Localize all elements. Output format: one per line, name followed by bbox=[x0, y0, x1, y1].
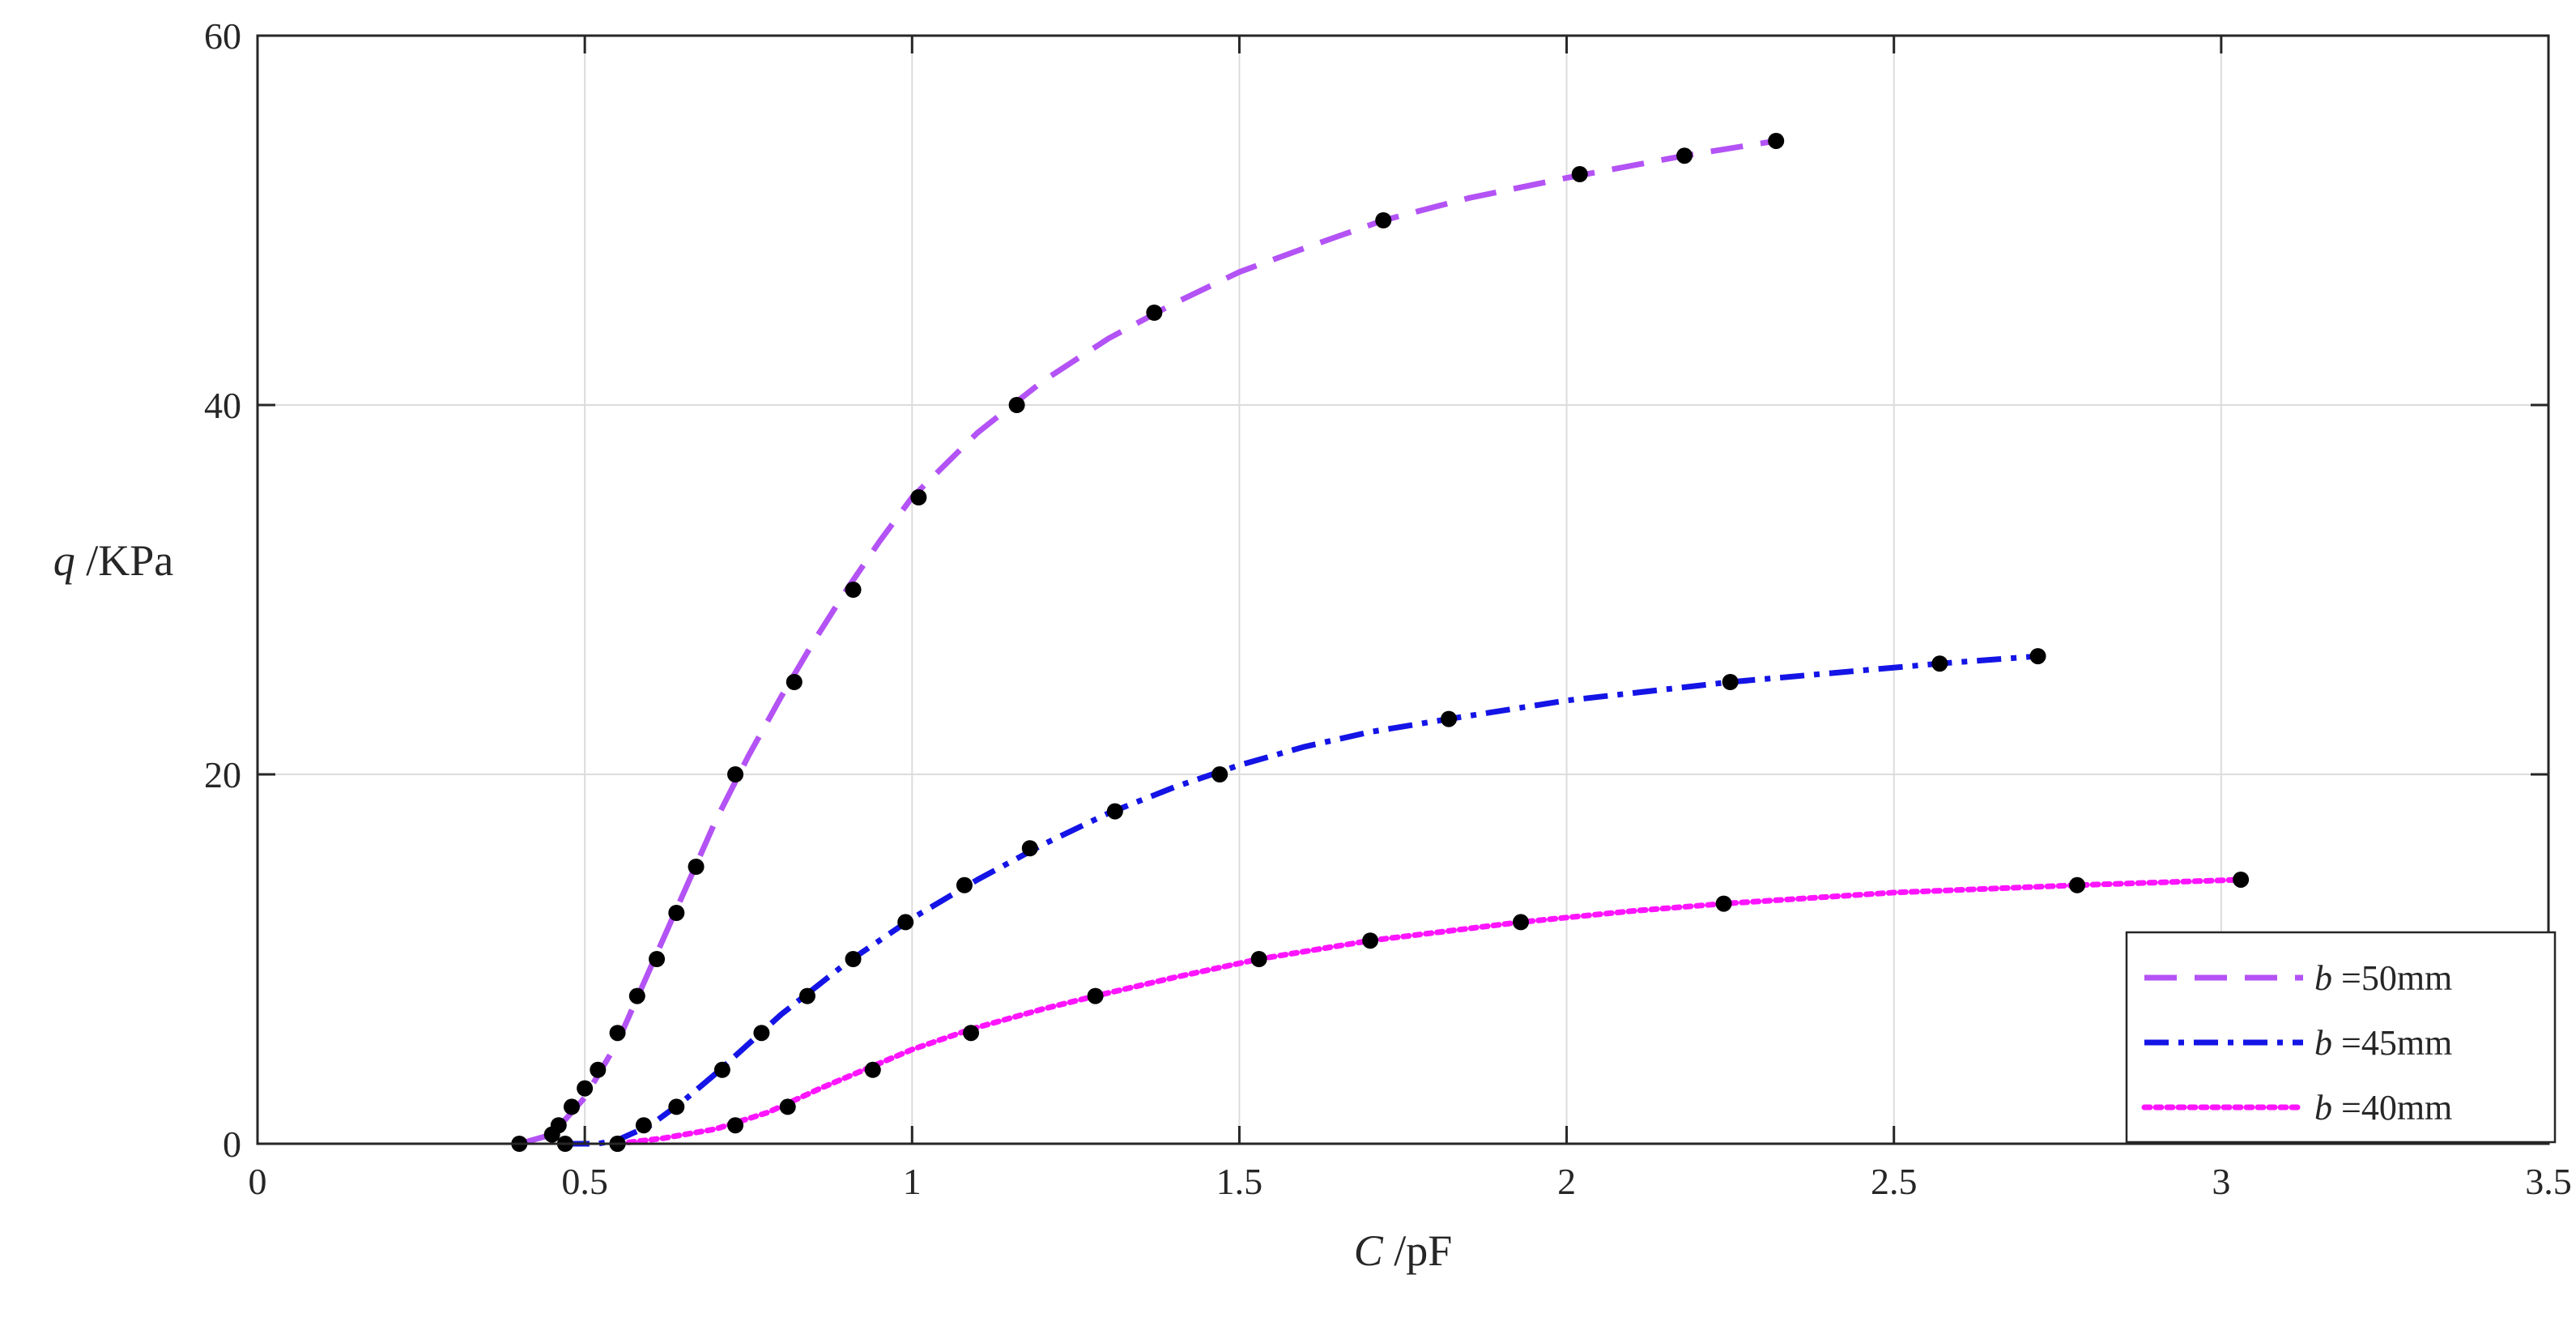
ticks: 0 0.5 1 1.5 2 2.5 3 3.5 0 20 40 60 bbox=[204, 15, 2572, 1202]
data-point-50mm bbox=[649, 951, 666, 967]
data-point-50mm bbox=[550, 1117, 567, 1134]
data-point-45mm bbox=[668, 1098, 685, 1115]
data-point-50mm bbox=[668, 905, 685, 921]
x-tick-label: 1.5 bbox=[1216, 1161, 1263, 1202]
data-point-50mm bbox=[786, 674, 803, 690]
data-point-45mm bbox=[1106, 803, 1123, 820]
x-tick-label: 2 bbox=[1557, 1161, 1576, 1202]
data-point-45mm bbox=[753, 1025, 770, 1042]
data-point-45mm bbox=[1441, 710, 1458, 727]
data-point-45mm bbox=[1211, 766, 1228, 782]
data-point-45mm bbox=[1021, 840, 1038, 857]
series-line-50mm bbox=[518, 138, 1777, 1147]
data-point-45mm bbox=[2029, 648, 2046, 665]
legend-value: =50mm bbox=[2332, 958, 2452, 998]
data-point-50mm bbox=[1375, 212, 1392, 228]
data-point-50mm bbox=[727, 766, 744, 782]
y-axis-label: q /KPa bbox=[53, 536, 174, 585]
data-point-50mm bbox=[1768, 132, 1785, 149]
data-point-45mm bbox=[1722, 674, 1739, 690]
legend-label-40mm: b =40mm bbox=[2314, 1088, 2452, 1128]
data-point-50mm bbox=[577, 1080, 594, 1097]
data-point-40mm bbox=[1512, 914, 1529, 931]
plot-frame bbox=[256, 34, 2550, 1145]
x-tick-label: 2.5 bbox=[1871, 1161, 1918, 1202]
data-point-45mm bbox=[635, 1117, 652, 1134]
data-point-50mm bbox=[1146, 305, 1163, 321]
data-point-50mm bbox=[628, 987, 645, 1004]
data-point-40mm bbox=[864, 1061, 881, 1078]
data-point-50mm bbox=[1571, 166, 1588, 182]
y-tick-label: 40 bbox=[204, 385, 241, 426]
data-point-45mm bbox=[897, 914, 914, 931]
y-axis-var: q bbox=[53, 536, 75, 585]
data-point-45mm bbox=[956, 876, 973, 893]
x-axis-unit: /pF bbox=[1383, 1226, 1453, 1275]
legend-var: b bbox=[2314, 1088, 2332, 1128]
data-point-40mm bbox=[2233, 871, 2250, 888]
data-point-40mm bbox=[963, 1025, 980, 1042]
data-point-50mm bbox=[609, 1025, 626, 1042]
x-tick-label: 3 bbox=[2212, 1161, 2230, 1202]
data-point-50mm bbox=[1008, 397, 1025, 413]
legend-var: b bbox=[2314, 1023, 2332, 1063]
legend-value: =40mm bbox=[2332, 1088, 2452, 1128]
x-axis-var: C bbox=[1354, 1226, 1384, 1275]
data-point-40mm bbox=[2069, 876, 2086, 893]
x-axis-label: C /pF bbox=[1354, 1226, 1453, 1275]
points-layer bbox=[511, 132, 2250, 1152]
legend-var: b bbox=[2314, 958, 2332, 998]
data-point-40mm bbox=[727, 1117, 744, 1134]
data-point-40mm bbox=[779, 1098, 796, 1115]
x-tick-label: 0 bbox=[249, 1161, 267, 1202]
data-point-50mm bbox=[910, 489, 927, 505]
data-point-45mm bbox=[798, 987, 815, 1004]
data-point-50mm bbox=[688, 859, 705, 875]
y-axis-unit: /KPa bbox=[75, 536, 174, 585]
data-point-50mm bbox=[1676, 147, 1693, 164]
x-tick-label: 0.5 bbox=[561, 1161, 608, 1202]
x-tick-label: 1 bbox=[903, 1161, 922, 1202]
y-tick-label: 0 bbox=[223, 1123, 241, 1165]
data-point-50mm bbox=[845, 582, 862, 598]
data-point-40mm bbox=[1362, 932, 1379, 949]
data-point-40mm bbox=[1250, 951, 1267, 967]
data-point-50mm bbox=[563, 1098, 580, 1115]
data-point-40mm bbox=[1715, 895, 1732, 912]
legend-label-50mm: b =50mm bbox=[2314, 958, 2452, 998]
legend-label-45mm: b =45mm bbox=[2314, 1023, 2452, 1063]
data-point-45mm bbox=[713, 1061, 730, 1078]
data-point-40mm bbox=[1087, 987, 1104, 1004]
x-tick-label: 3.5 bbox=[2525, 1161, 2572, 1202]
y-tick-label: 20 bbox=[204, 754, 241, 795]
data-point-50mm bbox=[590, 1061, 607, 1078]
data-point-45mm bbox=[1931, 655, 1948, 672]
data-point-45mm bbox=[845, 951, 862, 967]
y-tick-label: 60 bbox=[204, 15, 241, 57]
legend-value: =45mm bbox=[2332, 1023, 2452, 1063]
